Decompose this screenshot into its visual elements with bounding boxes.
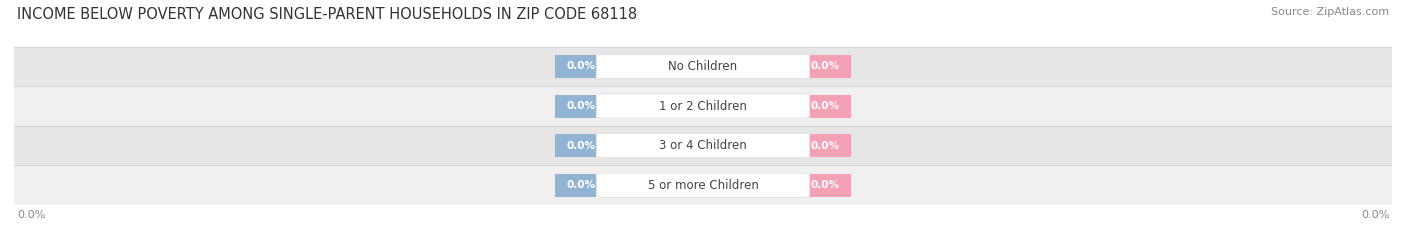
Bar xyxy=(800,134,851,157)
Bar xyxy=(14,86,1392,126)
Bar xyxy=(14,47,1392,86)
FancyBboxPatch shape xyxy=(596,54,810,79)
Text: 0.0%: 0.0% xyxy=(811,62,839,71)
Bar xyxy=(800,95,851,117)
Text: 0.0%: 0.0% xyxy=(811,180,839,190)
Bar xyxy=(555,55,606,78)
Bar xyxy=(14,165,1392,205)
FancyBboxPatch shape xyxy=(596,134,810,158)
Text: 0.0%: 0.0% xyxy=(1361,210,1389,220)
Bar xyxy=(800,55,851,78)
Text: 5 or more Children: 5 or more Children xyxy=(648,179,758,192)
FancyBboxPatch shape xyxy=(596,173,810,197)
Text: 0.0%: 0.0% xyxy=(567,62,595,71)
Text: 0.0%: 0.0% xyxy=(567,141,595,151)
FancyBboxPatch shape xyxy=(596,94,810,118)
Bar xyxy=(800,174,851,197)
Bar xyxy=(14,126,1392,165)
Text: 0.0%: 0.0% xyxy=(567,101,595,111)
Text: 1 or 2 Children: 1 or 2 Children xyxy=(659,99,747,113)
Text: Source: ZipAtlas.com: Source: ZipAtlas.com xyxy=(1271,7,1389,17)
Bar xyxy=(555,134,606,157)
Bar xyxy=(555,174,606,197)
Bar xyxy=(555,95,606,117)
Text: INCOME BELOW POVERTY AMONG SINGLE-PARENT HOUSEHOLDS IN ZIP CODE 68118: INCOME BELOW POVERTY AMONG SINGLE-PARENT… xyxy=(17,7,637,22)
Text: 0.0%: 0.0% xyxy=(567,180,595,190)
Text: 3 or 4 Children: 3 or 4 Children xyxy=(659,139,747,152)
Text: 0.0%: 0.0% xyxy=(17,210,45,220)
Text: No Children: No Children xyxy=(668,60,738,73)
Text: 0.0%: 0.0% xyxy=(811,101,839,111)
Text: 0.0%: 0.0% xyxy=(811,141,839,151)
